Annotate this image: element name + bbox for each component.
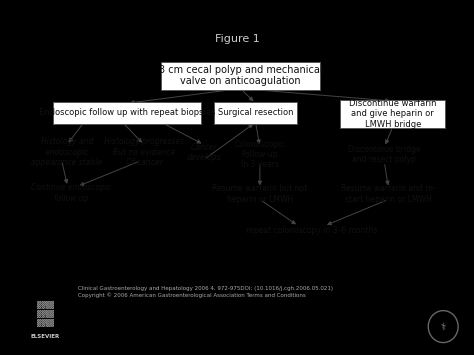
FancyBboxPatch shape (340, 100, 446, 128)
Text: Colonoscopic
Follow-up
In 3 years: Colonoscopic Follow-up In 3 years (235, 140, 285, 169)
Text: Histology and
endoscopic
appearance stable: Histology and endoscopic appearance stab… (31, 137, 102, 167)
Text: Discontinue bridge
and resect polyp: Discontinue bridge and resect polyp (348, 145, 420, 164)
Text: Discontinue warfarin
and give heparin or
LMWH bridge: Discontinue warfarin and give heparin or… (349, 99, 437, 129)
FancyBboxPatch shape (214, 102, 297, 124)
Text: Figure 1: Figure 1 (215, 34, 259, 44)
FancyBboxPatch shape (53, 102, 201, 124)
Text: Continue endoscopic
follow up: Continue endoscopic follow up (31, 183, 111, 203)
Text: 3 cm cecal polyp and mechanical
valve on anticoagulation: 3 cm cecal polyp and mechanical valve on… (159, 65, 322, 86)
Text: Endoscopic follow up with repeat biopsies: Endoscopic follow up with repeat biopsie… (38, 108, 215, 117)
Text: Cancer
develops: Cancer develops (187, 143, 221, 162)
Text: ▓▓▓▓
▓▓▓▓
▓▓▓▓: ▓▓▓▓ ▓▓▓▓ ▓▓▓▓ (36, 301, 54, 327)
Text: Histology progresses
But no evidence
Of cancer: Histology progresses But no evidence Of … (104, 137, 184, 167)
Text: Clinical Gastroenterology and Hepatology 2006 4, 972-975DOI: (10.1016/j.cgh.2006: Clinical Gastroenterology and Hepatology… (78, 286, 333, 298)
Text: Surgical resection: Surgical resection (218, 108, 293, 117)
FancyBboxPatch shape (161, 61, 320, 90)
Text: Resume warfarin but not
heparin or LMWH: Resume warfarin but not heparin or LMWH (212, 184, 308, 204)
Text: ELSEVIER: ELSEVIER (30, 334, 60, 339)
Text: repeat colonoscopy in 3–6 months: repeat colonoscopy in 3–6 months (246, 225, 377, 235)
Text: Resume warfarin and re-
start heparin or LMWH: Resume warfarin and re- start heparin or… (341, 184, 436, 204)
Text: ⚕: ⚕ (440, 322, 446, 332)
